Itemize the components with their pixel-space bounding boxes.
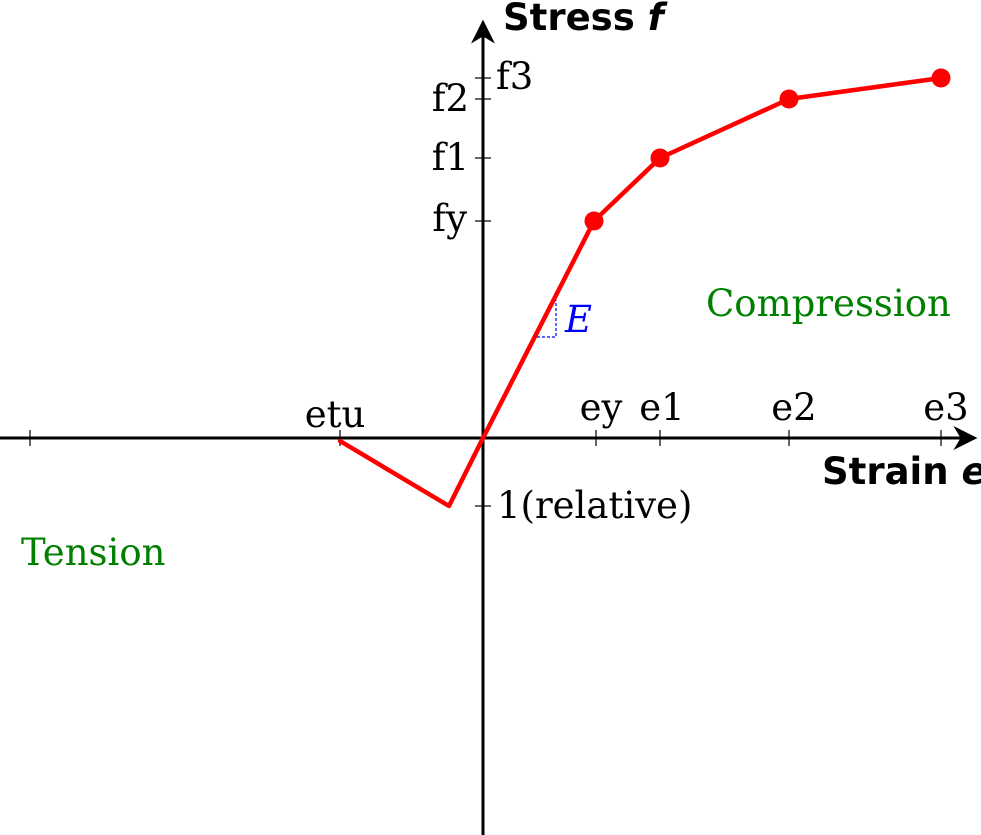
- strain-label-ey: ey: [580, 386, 623, 429]
- strain-label-e3: e3: [923, 386, 968, 429]
- compression-label: Compression: [706, 282, 951, 325]
- point-ey-fy: [584, 211, 604, 231]
- point-e3-f3: [931, 68, 951, 88]
- point-e2-f2: [779, 89, 799, 109]
- modulus-slope-indicator: [537, 300, 557, 338]
- point-e1-f1: [650, 148, 670, 168]
- tension-label: Tension: [21, 531, 165, 574]
- strain-label-e2: e2: [771, 386, 816, 429]
- stress-label-f1: f1: [432, 136, 469, 179]
- strain-label-e1: e1: [639, 386, 684, 429]
- axis-ticks: [29, 77, 942, 507]
- stress-label-f2: f2: [432, 77, 469, 120]
- modulus-label: E: [564, 298, 592, 341]
- stress-axis-title: Stress f: [503, 0, 668, 39]
- stress-symbol: f: [648, 0, 668, 39]
- strain-symbol: e: [961, 450, 981, 493]
- stress-label-f3: f3: [496, 55, 533, 98]
- strain-label-etu: etu: [305, 393, 366, 436]
- strain-axis-title: Strain e: [822, 450, 981, 493]
- stress-label-relative: 1(relative): [497, 484, 692, 527]
- stress-label-fy: fy: [432, 197, 467, 240]
